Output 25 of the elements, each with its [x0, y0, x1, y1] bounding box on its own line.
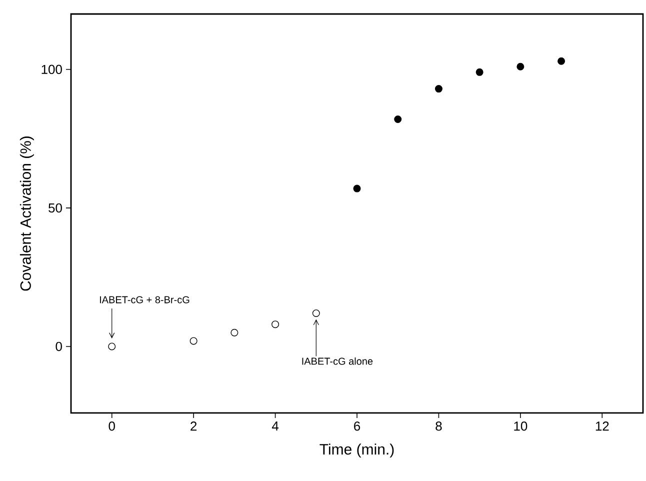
- point: [272, 320, 280, 328]
- point: [230, 328, 238, 336]
- y-tick-label: 0: [56, 342, 62, 352]
- point: [394, 116, 402, 124]
- point: [476, 68, 484, 76]
- point: [434, 85, 442, 93]
- x-tick-label: 4: [272, 422, 279, 430]
- point: [312, 309, 320, 317]
- y-tick-label: 100: [42, 64, 62, 74]
- x-axis-title: Time (min.): [320, 444, 394, 458]
- point: [516, 62, 524, 70]
- point: [190, 337, 198, 345]
- point: [353, 184, 361, 192]
- point: [558, 57, 566, 65]
- point: [108, 342, 116, 350]
- annotation: IABET-cG + 8-Br-cG: [100, 296, 190, 304]
- x-tick-label: 0: [108, 422, 115, 431]
- annotation: IABET-cG alone: [302, 357, 373, 365]
- x-tick-label: 12: [596, 422, 609, 431]
- y-tick-label: 50: [48, 203, 62, 213]
- x-tick-label: 8: [436, 422, 442, 431]
- y-axis-title: Covalent Activation (%): [20, 136, 34, 291]
- x-tick-label: 6: [354, 422, 360, 431]
- x-tick-label: 10: [514, 422, 528, 431]
- x-tick-label: 2: [190, 422, 197, 431]
